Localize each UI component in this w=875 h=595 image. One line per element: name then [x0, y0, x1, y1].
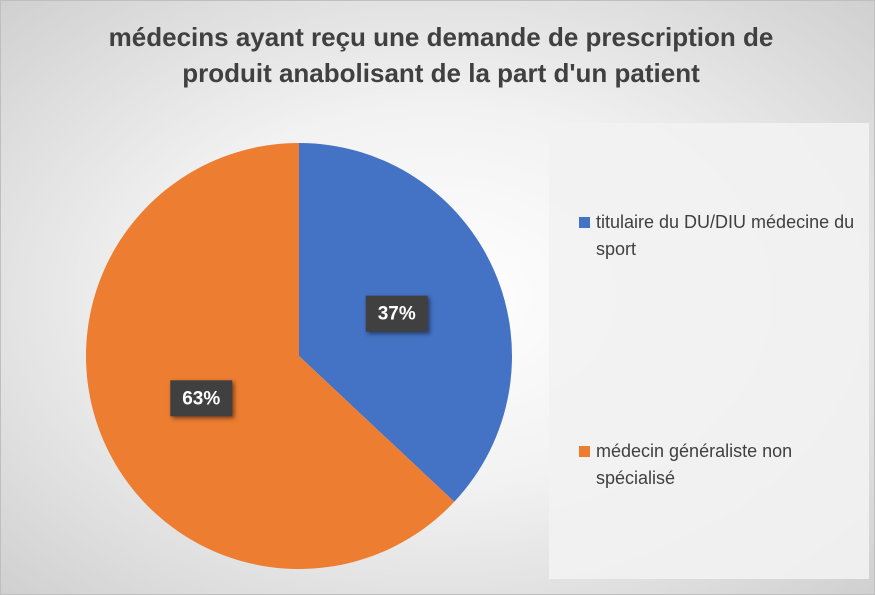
pie-slice — [86, 143, 455, 569]
legend-label: titulaire du DU/DIU médecine du sport — [596, 212, 855, 259]
legend-entry: médecin généraliste non spécialisé — [579, 438, 856, 492]
data-label: 63% — [182, 388, 220, 409]
legend-swatch — [579, 446, 590, 457]
chart-title: médecins ayant reçu une demande de presc… — [108, 22, 774, 88]
legend-label: médecin généraliste non spécialisé — [596, 441, 793, 488]
legend-entry: titulaire du DU/DIU médecine du sport — [579, 209, 856, 263]
data-label: 37% — [378, 304, 416, 325]
data-label-bg — [365, 295, 428, 332]
legend-swatch — [579, 217, 590, 228]
legend: titulaire du DU/DIU médecine du sport méd… — [549, 123, 869, 579]
data-label-bg — [170, 380, 233, 417]
